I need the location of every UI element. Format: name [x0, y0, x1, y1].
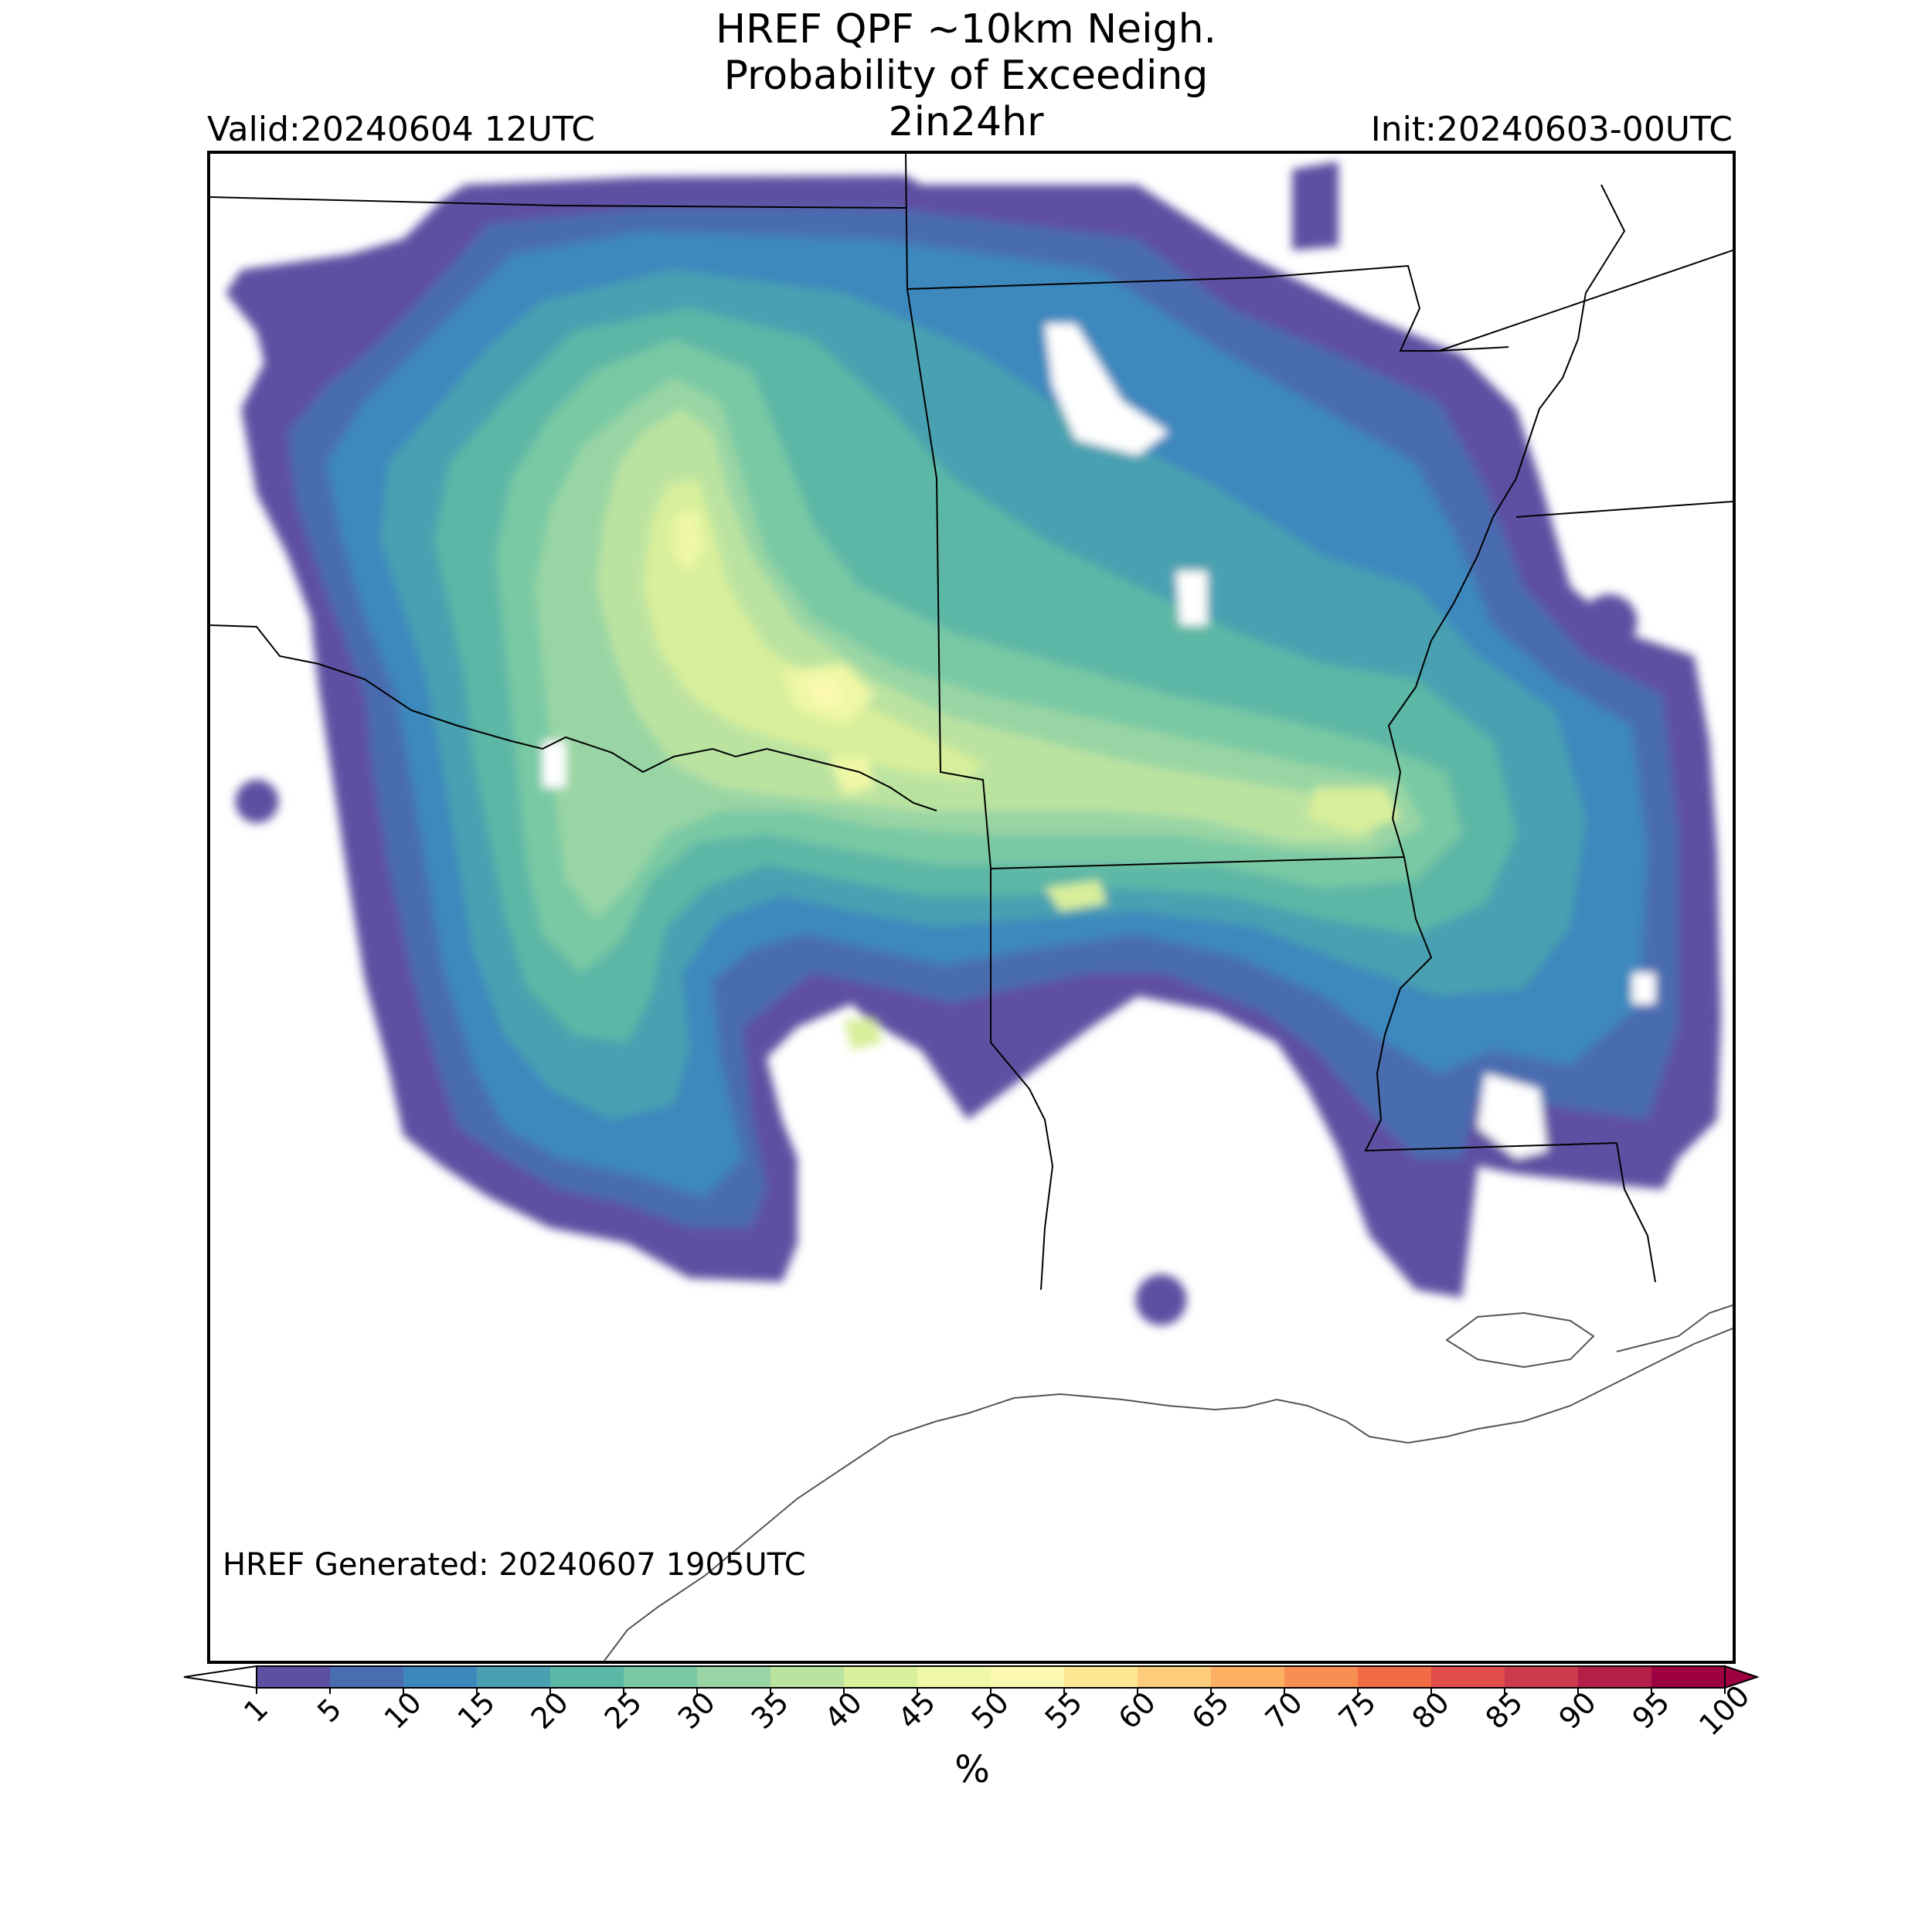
coast-line	[1616, 1304, 1733, 1352]
colorbar-tick-label: 60	[1112, 1685, 1162, 1736]
colorbar-segment	[330, 1666, 404, 1688]
prob-level-45-blob	[828, 757, 875, 795]
colorbar-segment	[403, 1666, 478, 1688]
colorbar-tick-label: 95	[1626, 1685, 1676, 1736]
colorbar-tick-label: 10	[378, 1685, 428, 1736]
colorbar-segment	[1284, 1666, 1359, 1688]
colorbar-tick-label: 90	[1553, 1685, 1603, 1736]
no-signal-hole	[1632, 973, 1655, 1004]
colorbar-tick-label: 75	[1332, 1685, 1383, 1736]
map-panel[interactable]	[207, 151, 1736, 1664]
colorbar-segment	[477, 1666, 551, 1688]
init-time-label: Init:20240603-00UTC	[1370, 110, 1733, 149]
colorbar-segment	[991, 1666, 1065, 1688]
prob-level-1-blob	[235, 780, 279, 823]
boundary-line	[210, 196, 906, 209]
prob-level-40-blob	[1045, 880, 1107, 911]
colorbar-tick-label: 55	[1039, 1685, 1089, 1736]
prob-level-1-blob	[1135, 1274, 1187, 1325]
no-signal-hole	[1176, 571, 1207, 625]
boundary-line	[990, 856, 1405, 869]
colorbar-segment	[550, 1666, 624, 1688]
colorbar-tick-label: 70	[1259, 1685, 1309, 1736]
colorbar-tick-label: 65	[1185, 1685, 1236, 1736]
colorbar-segment	[257, 1666, 331, 1688]
colorbar-tick-label: 20	[525, 1685, 575, 1736]
colorbar-unit-label: %	[954, 1748, 990, 1791]
probability-field	[226, 162, 1721, 1325]
state-boundaries	[210, 154, 1733, 1291]
colorbar-segment	[844, 1666, 918, 1688]
colorbar-tick-label: 5	[311, 1692, 348, 1729]
prob-level-40	[643, 478, 983, 780]
colorbar-segment	[1431, 1666, 1505, 1688]
prob-level-40-blob	[1308, 787, 1400, 834]
colorbar-tick-label: 80	[1406, 1685, 1456, 1736]
colorbar: 1 5 10 15 20 25 30 35 40 45 50 55 60 65 70 75 80 85 90 95 10…	[183, 1665, 1759, 1742]
prob-level-45	[674, 509, 705, 571]
prob-level-1-blob	[1292, 162, 1338, 250]
colorbar-segment	[1651, 1666, 1726, 1688]
no-signal-hole	[1045, 324, 1168, 455]
colorbar-segment	[1358, 1666, 1432, 1688]
valid-time-label: Valid:20240604 12UTC	[207, 110, 596, 149]
colorbar-segment	[624, 1666, 698, 1688]
colorbar-tick-label: 25	[598, 1685, 648, 1736]
colorbar-tick-label: 40	[818, 1685, 869, 1736]
colorbar-extend-low	[183, 1665, 257, 1689]
colorbar-tick-label: 35	[745, 1685, 795, 1736]
title-line-2: Probability of Exceeding	[723, 53, 1209, 99]
boundary-line	[1515, 501, 1733, 518]
no-signal-hole	[1478, 1073, 1547, 1158]
title-line-1: HREF QPF ~10km Neigh.	[715, 6, 1217, 53]
boundary-line	[1387, 184, 1626, 858]
boundary-line	[210, 624, 937, 811]
colorbar-tick-label: 45	[892, 1685, 942, 1736]
colorbar-segment	[1138, 1666, 1212, 1688]
colorbar-segment	[1578, 1666, 1652, 1688]
colorbar-segment	[1064, 1666, 1138, 1688]
no-signal-hole	[543, 741, 566, 787]
prob-level-40-blob	[844, 1019, 883, 1050]
colorbar-segment	[1505, 1666, 1579, 1688]
boundary-line	[1438, 250, 1733, 352]
prob-level-1-blob	[1581, 594, 1638, 650]
colorbar-segment	[770, 1666, 845, 1688]
colorbar-tick-label: 15	[451, 1685, 502, 1736]
boundary-line	[905, 154, 1054, 1291]
boundary-line	[1364, 856, 1617, 1152]
coast-line	[604, 1328, 1733, 1661]
probability-map	[210, 154, 1733, 1661]
generated-time-label: HREF Generated: 20240607 1905UTC	[223, 1547, 806, 1583]
title-line-3: 2in24hr	[888, 99, 1044, 145]
colorbar-tick-label: 30	[672, 1685, 722, 1736]
coast-line	[1445, 1311, 1595, 1369]
colorbar-tick-label: 1	[237, 1692, 274, 1729]
colorbar-segment	[1211, 1666, 1285, 1688]
colorbar-tick-label: 50	[965, 1685, 1015, 1736]
coastline	[604, 1304, 1733, 1661]
colorbar-segment	[697, 1666, 771, 1688]
colorbar-segment	[917, 1666, 992, 1688]
colorbar-tick-label: 85	[1479, 1685, 1529, 1736]
prob-level-50	[805, 679, 844, 710]
boundary-line	[1616, 1142, 1656, 1283]
